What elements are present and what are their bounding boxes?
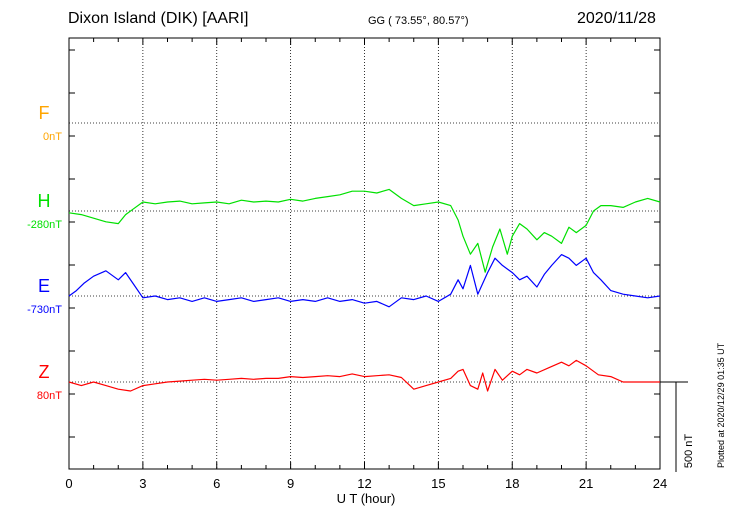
- x-tick-label: 3: [139, 476, 146, 491]
- x-axis-label: U T (hour): [337, 491, 396, 506]
- x-tick-label: 9: [287, 476, 294, 491]
- baseline-label-E: -730nT: [27, 304, 62, 316]
- x-tick-label: 12: [357, 476, 371, 491]
- component-name-F: F: [39, 103, 50, 123]
- baseline-label-H: -280nT: [27, 219, 62, 231]
- baseline-label-Z: 80nT: [37, 390, 62, 402]
- scale-bar-label: 500 nT: [683, 434, 695, 469]
- x-tick-label: 21: [579, 476, 593, 491]
- series-lines: [68, 188, 661, 392]
- baseline-label-F: 0nT: [43, 131, 62, 143]
- component-name-H: H: [38, 191, 51, 211]
- axis-ticks: [69, 38, 660, 469]
- component-name-E: E: [38, 276, 50, 296]
- x-tick-label: 6: [213, 476, 220, 491]
- x-tick-label: 15: [431, 476, 445, 491]
- series-line-Z: [68, 359, 660, 392]
- x-tick-label: 0: [65, 476, 72, 491]
- grid-lines: [69, 38, 660, 469]
- component-labels: F 0nT H -280nT E -730nT Z 80nT: [27, 103, 62, 402]
- station-coordinates: GG ( 73.55°, 80.57°): [368, 15, 469, 27]
- plotted-timestamp: Plotted at 2020/12/29 01:35 UT: [716, 342, 726, 468]
- series-line-H: [68, 188, 661, 273]
- x-tick-label: 18: [505, 476, 519, 491]
- scale-bar: 500 nT: [660, 381, 695, 472]
- series-line-E: [68, 254, 661, 308]
- x-tick-labels: 0 3 6 9 12 15 18 21 24: [65, 476, 667, 491]
- x-tick-label: 24: [653, 476, 667, 491]
- station-title: Dixon Island (DIK) [AARI]: [68, 10, 249, 27]
- date-label: 2020/11/28: [577, 10, 656, 27]
- component-name-Z: Z: [39, 362, 50, 382]
